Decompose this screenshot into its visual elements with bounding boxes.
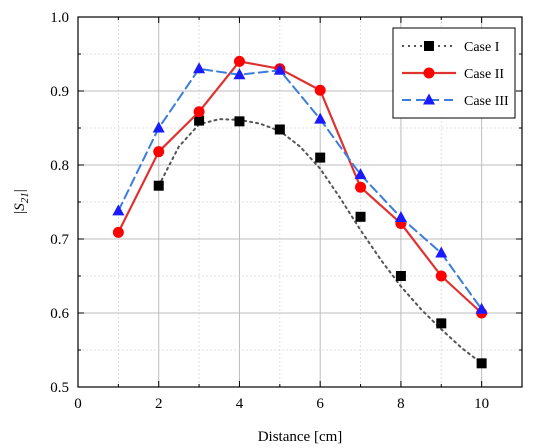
- data-point: [394, 211, 407, 223]
- y-axis-title-end: |: [12, 189, 28, 192]
- x-axis-title: Distance [cm]: [258, 429, 343, 445]
- series-layer: [112, 55, 488, 369]
- x-tick-label: 2: [155, 396, 163, 412]
- data-point: [314, 84, 326, 96]
- x-tick-label: 4: [236, 396, 244, 412]
- data-point: [315, 152, 326, 163]
- legend-label: Case III: [464, 94, 509, 109]
- y-axis-title-subscript: 21: [19, 192, 31, 203]
- series-line: [117, 60, 483, 315]
- series-line: [117, 67, 483, 311]
- legend-marker: [423, 93, 435, 105]
- data-point: [153, 146, 165, 158]
- data-point: [436, 318, 447, 329]
- x-tick-label: 0: [74, 396, 82, 412]
- data-point: [355, 181, 367, 193]
- legend: Case I Case II Case III: [392, 27, 516, 119]
- y-tick-label: 0.8: [50, 158, 69, 174]
- series-case-iii: [112, 62, 488, 314]
- data-point: [475, 302, 488, 314]
- legend-marker: [423, 67, 435, 79]
- y-axis-title: |S21|: [12, 189, 31, 215]
- legend-item: Case III: [402, 93, 509, 109]
- ticks: 0 2 4 6 8 10 0.5 0.6 0.7 0.8 0.9 1.0: [50, 10, 523, 412]
- y-axis-title-main: |S: [12, 203, 28, 215]
- legend-label: Case I: [464, 40, 500, 55]
- legend-item: Case I: [402, 40, 500, 55]
- x-tick-label: 8: [397, 396, 405, 412]
- y-tick-label: 0.5: [50, 380, 69, 396]
- data-point: [233, 68, 246, 80]
- data-point: [354, 168, 367, 180]
- data-point: [112, 204, 125, 216]
- legend-label: Case II: [464, 67, 504, 82]
- y-tick-label: 1.0: [50, 10, 69, 26]
- series-case-i: [153, 115, 487, 369]
- data-point: [234, 116, 245, 127]
- legend-marker: [424, 41, 434, 51]
- series-line: [157, 118, 483, 365]
- data-point: [153, 180, 164, 191]
- data-point: [314, 112, 327, 124]
- y-tick-label: 0.6: [50, 306, 69, 322]
- data-point: [355, 211, 366, 222]
- data-point: [193, 106, 205, 118]
- data-point: [273, 63, 286, 75]
- data-point: [274, 124, 285, 135]
- data-point: [112, 226, 124, 238]
- data-point: [233, 55, 245, 67]
- legend-item: Case II: [402, 67, 504, 82]
- data-point: [395, 271, 406, 281]
- data-point: [435, 270, 447, 282]
- x-tick-label: 10: [474, 396, 489, 412]
- data-point: [476, 358, 487, 369]
- y-tick-label: 0.9: [50, 84, 69, 100]
- data-point: [435, 246, 448, 258]
- data-point: [194, 115, 205, 126]
- x-tick-label: 6: [316, 396, 324, 412]
- data-point: [193, 62, 206, 74]
- data-point: [152, 121, 165, 133]
- y-tick-label: 0.7: [50, 232, 69, 248]
